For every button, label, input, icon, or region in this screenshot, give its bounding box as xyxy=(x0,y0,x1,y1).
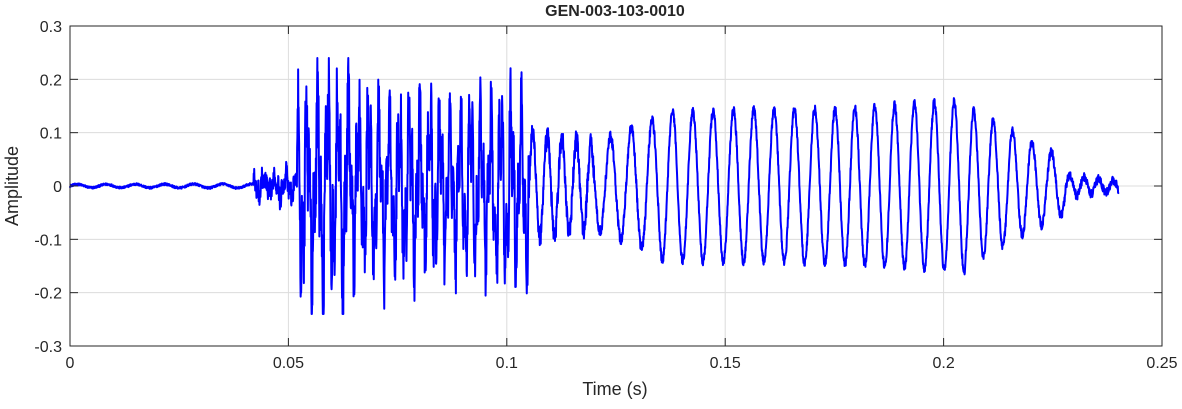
x-axis: 0 0.05 0.1 0.15 0.2 0.25 xyxy=(66,26,1178,372)
grid xyxy=(70,26,1162,346)
y-tick-label: -0.2 xyxy=(34,286,62,303)
x-tick-label: 0.2 xyxy=(932,355,954,372)
y-tick-label: 0.2 xyxy=(40,72,62,89)
x-tick-label: 0.05 xyxy=(273,355,304,372)
signal-layer xyxy=(69,57,1120,315)
y-tick-label: 0.3 xyxy=(40,19,62,36)
chart-title: GEN-003-103-0010 xyxy=(545,3,685,20)
y-axis-label: Amplitude xyxy=(2,146,22,226)
x-tick-label: 0.25 xyxy=(1146,355,1177,372)
y-tick-label: -0.1 xyxy=(34,232,62,249)
y-tick-label: 0 xyxy=(53,179,62,196)
y-axis: -0.3 -0.2 -0.1 0 0.1 0.2 0.3 xyxy=(34,19,1162,356)
waveform-line xyxy=(69,57,1120,315)
y-tick-label: 0.1 xyxy=(40,126,62,143)
y-tick-label: -0.3 xyxy=(34,339,62,356)
x-tick-label: 0.15 xyxy=(710,355,741,372)
x-axis-label: Time (s) xyxy=(582,379,647,399)
x-tick-label: 0 xyxy=(66,355,75,372)
x-tick-label: 0.1 xyxy=(496,355,518,372)
